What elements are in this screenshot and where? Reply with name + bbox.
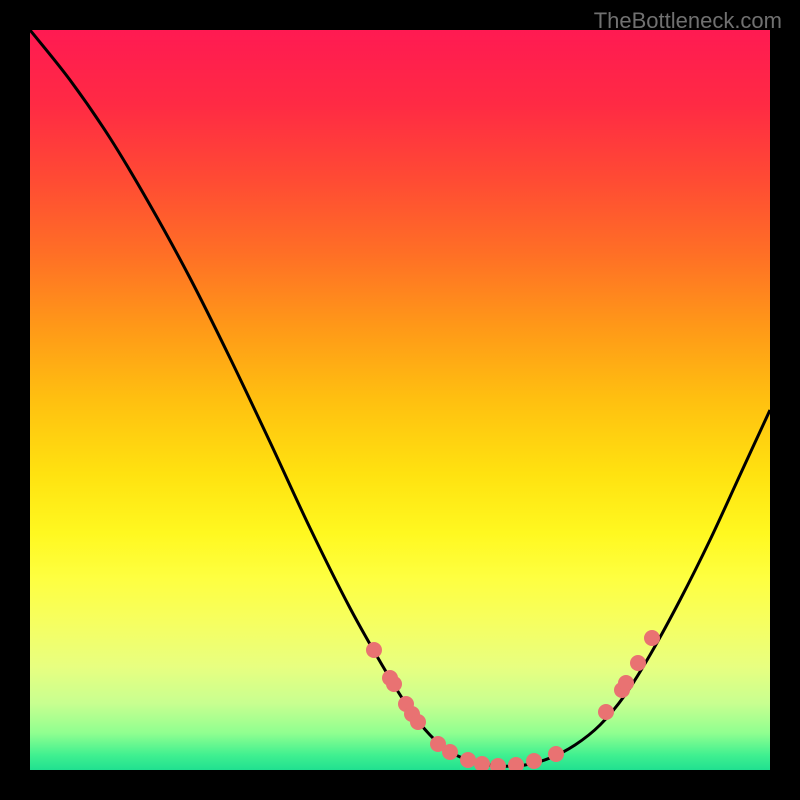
curve-marker <box>598 704 614 720</box>
curve-marker <box>630 655 646 671</box>
curve-marker <box>644 630 660 646</box>
chart-curve-layer <box>30 30 770 770</box>
curve-marker <box>460 752 476 768</box>
curve-marker <box>618 675 634 691</box>
curve-marker <box>490 758 506 770</box>
curve-marker <box>474 756 490 770</box>
curve-marker <box>526 753 542 769</box>
bottleneck-curve <box>30 30 770 766</box>
curve-markers <box>366 630 660 770</box>
curve-marker <box>548 746 564 762</box>
curve-marker <box>410 714 426 730</box>
curve-marker <box>366 642 382 658</box>
curve-marker <box>508 757 524 770</box>
plot-area <box>30 30 770 770</box>
curve-marker <box>386 676 402 692</box>
watermark: TheBottleneck.com <box>594 8 782 34</box>
curve-marker <box>442 744 458 760</box>
